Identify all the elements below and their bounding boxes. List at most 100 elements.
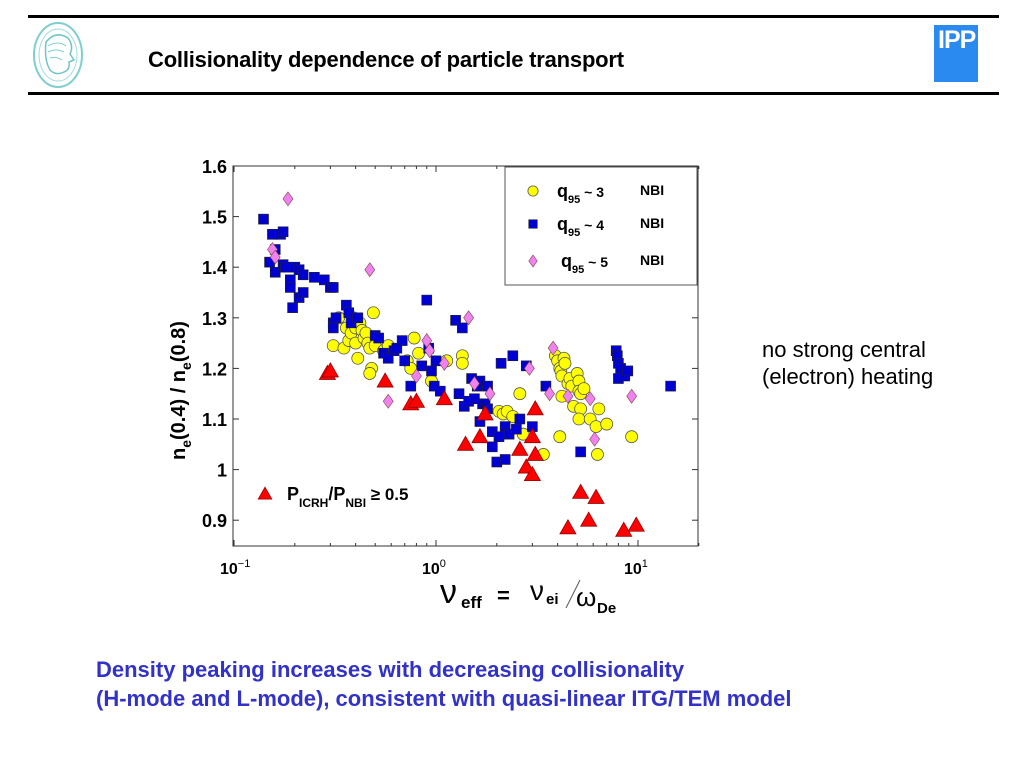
conclusion-line-2: (H-mode and L-mode), consistent with qua… xyxy=(96,686,792,711)
circle-point xyxy=(412,346,425,360)
square-point xyxy=(258,213,269,225)
triangle-point xyxy=(579,511,598,527)
diamond-point xyxy=(589,431,601,447)
square-point xyxy=(330,312,342,324)
triangle-point xyxy=(627,516,645,532)
legend-diamond-marker xyxy=(528,254,538,268)
x-tick-label: 10−1 xyxy=(220,558,250,578)
square-point xyxy=(493,431,505,443)
diamond-point xyxy=(269,249,281,265)
ylabel-sub2: e xyxy=(178,362,194,370)
square-point xyxy=(511,423,522,435)
square-point xyxy=(391,342,403,354)
ylabel-sub1: e xyxy=(178,440,194,448)
diamond-point xyxy=(562,388,574,404)
legend-label: q95 ~ 3 xyxy=(557,181,604,206)
y-tick-label: 1.1 xyxy=(202,410,227,430)
xlabel-fraction-slash xyxy=(565,579,581,609)
square-point xyxy=(495,358,507,369)
y-tick-label: 1.5 xyxy=(202,208,227,228)
square-point xyxy=(453,388,465,400)
square-point xyxy=(343,307,355,319)
triangle-point xyxy=(471,427,489,444)
square-point xyxy=(327,322,339,334)
y-tick-label: 0.9 xyxy=(202,511,227,531)
square-point xyxy=(319,274,330,286)
square-point xyxy=(575,446,586,458)
conclusion-line-1: Density peaking increases with decreasin… xyxy=(96,657,685,682)
triangle-point xyxy=(456,435,475,451)
legend-label-part: q xyxy=(557,214,568,234)
slide-title: Collisionality dependence of particle tr… xyxy=(148,47,624,72)
diamond-point xyxy=(524,360,535,376)
triangle-point xyxy=(526,445,544,461)
triangle-point xyxy=(511,440,529,456)
triangle-point xyxy=(407,392,426,408)
legend-entry: q95 ~ 5 NBI xyxy=(528,251,664,276)
xlabel-nu-ei: ν xyxy=(530,575,544,606)
square-point xyxy=(434,385,446,397)
legend-heating: NBI xyxy=(640,215,664,231)
triangle-point xyxy=(571,483,590,499)
triangle-point xyxy=(476,405,494,421)
annotation-triangle-marker xyxy=(257,486,273,500)
triangle-point xyxy=(587,488,605,504)
diamond-point xyxy=(463,310,474,326)
side-note: no strong central (electron) heating xyxy=(762,336,933,390)
square-point xyxy=(487,441,498,453)
legend-entry: q95 ~ 4 NBI xyxy=(528,214,664,239)
series-q95_5 xyxy=(267,191,638,447)
diamond-point xyxy=(438,355,450,371)
legend-label-part: ~ 5 xyxy=(584,254,608,270)
ylabel-arg2: (0.8) xyxy=(168,321,190,362)
y-tick-label: 1.4 xyxy=(202,258,227,278)
circle-point xyxy=(367,306,380,320)
legend-entry: q95 ~ 3 NBI xyxy=(527,181,664,206)
triangle-point xyxy=(321,362,340,378)
ylabel-n1: n xyxy=(168,448,190,460)
triangle-point xyxy=(526,400,544,416)
legend-label-part: ~ 3 xyxy=(580,184,604,200)
legend-label: q95 ~ 5 xyxy=(561,251,608,276)
circle-point xyxy=(558,356,572,370)
annotation-part: /P xyxy=(328,484,345,504)
x-tick-labels: 10−1 100 101 xyxy=(220,558,648,578)
legend-label-part: 95 xyxy=(572,264,584,276)
conclusion-text: Density peaking increases with decreasin… xyxy=(96,655,791,713)
legend-heating: NBI xyxy=(640,182,664,198)
circle-point xyxy=(455,356,469,370)
triangle-point xyxy=(376,372,394,388)
ipp-logo: IPP xyxy=(934,25,978,82)
circle-point xyxy=(591,448,604,461)
x-tick-label: 100 xyxy=(422,558,446,578)
diamond-point xyxy=(484,386,496,402)
square-point xyxy=(280,261,291,273)
square-point xyxy=(297,269,309,281)
triangle-point xyxy=(523,427,542,444)
square-point xyxy=(396,335,408,346)
circle-point xyxy=(513,387,527,401)
xlabel-nu: ν xyxy=(440,573,457,611)
triangle-point xyxy=(615,521,633,537)
data-marks xyxy=(258,191,676,537)
circle-point xyxy=(625,430,639,444)
square-point xyxy=(309,272,320,283)
circle-point xyxy=(600,417,614,431)
x-axis-label: ν eff = ν ei ω De xyxy=(440,573,616,617)
x-tick-base: 10 xyxy=(220,561,238,578)
square-point xyxy=(297,287,309,298)
diamond-point xyxy=(544,386,555,402)
diamond-point xyxy=(411,368,422,384)
square-point xyxy=(382,352,394,364)
legend-label-part: 95 xyxy=(568,194,580,206)
y-tick-label: 1.6 xyxy=(202,157,227,177)
square-point xyxy=(514,413,526,425)
y-tick-labels: 0.9 1 1.1 1.2 1.3 1.4 1.5 1.6 xyxy=(202,157,227,531)
x-tick-exponent: 0 xyxy=(440,558,446,570)
xlabel-sub-ei: ei xyxy=(546,591,559,608)
square-point xyxy=(450,315,461,326)
circle-point xyxy=(363,367,377,380)
scatter-chart: 0.911.11.21.31.41.51.6 10−1 100 101 q95 ~ … xyxy=(168,157,700,617)
xlabel-omega: ω xyxy=(576,582,596,612)
annotation-part: NBI xyxy=(345,496,366,510)
